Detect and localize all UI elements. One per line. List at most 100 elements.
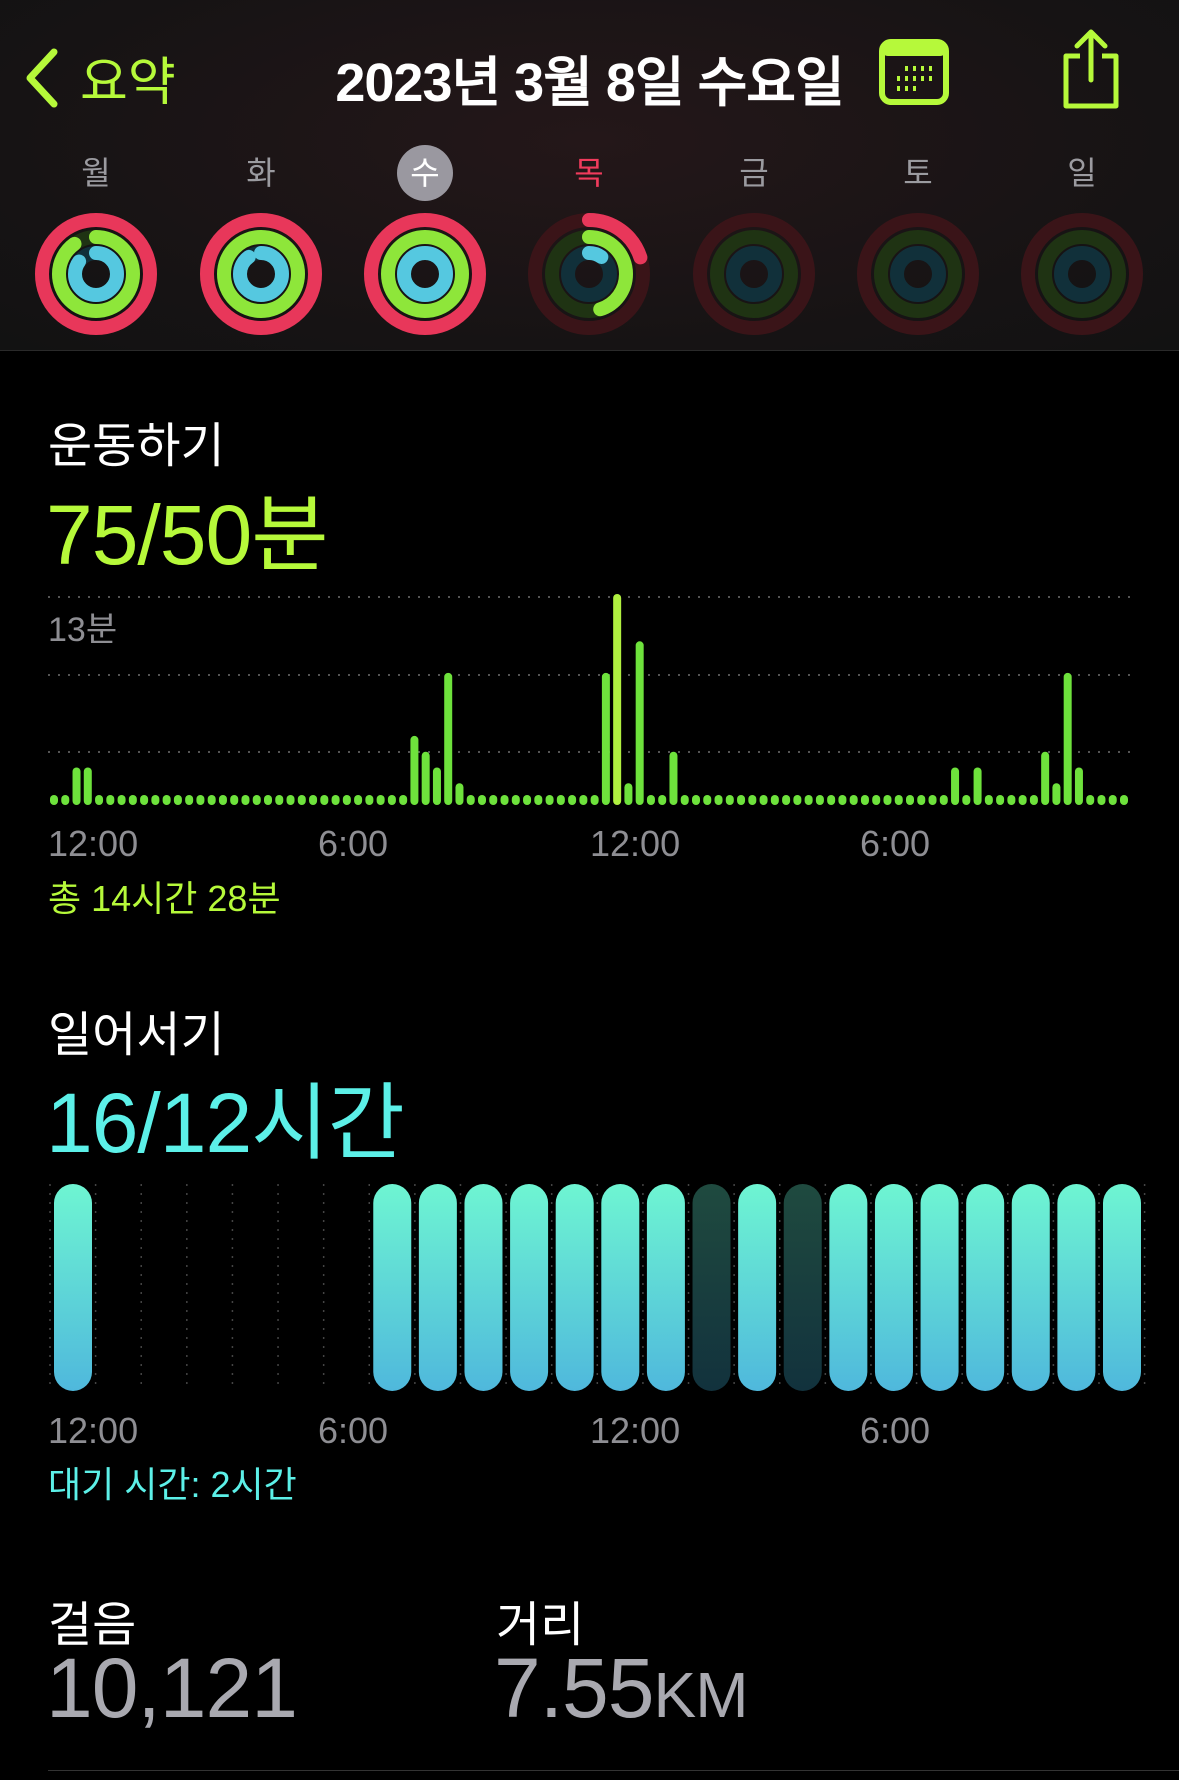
day-label[interactable]: 월 [81, 155, 111, 191]
stand-bar-stood [54, 1184, 92, 1391]
exercise-bar [894, 795, 903, 805]
exercise-bar [1052, 783, 1061, 805]
stand-bar-stood [464, 1184, 503, 1391]
exercise-bar [849, 795, 858, 805]
exercise-bar [275, 795, 284, 805]
exercise-bar [241, 795, 250, 805]
exercise-bar [759, 795, 768, 805]
exercise-bar [996, 795, 1005, 805]
share-button[interactable] [1058, 28, 1124, 117]
exercise-bar [151, 795, 160, 805]
exercise-bar [534, 795, 543, 805]
move-ring [200, 213, 322, 335]
stand-bar-stood [920, 1184, 959, 1391]
exercise-bar [928, 795, 937, 805]
exercise-bar [399, 795, 408, 805]
exercise-bar [804, 795, 813, 805]
stand-chart [49, 1184, 1146, 1391]
day-label[interactable]: 목 [574, 155, 604, 191]
ring-track [726, 246, 782, 302]
calendar-icon [879, 39, 949, 105]
exercise-bar [973, 767, 982, 805]
stand-bar-inactive [783, 1184, 822, 1391]
exercise-bar [196, 795, 205, 805]
exercise-bar [342, 795, 351, 805]
stand-bar-stood [373, 1184, 412, 1391]
move-ring [35, 213, 157, 335]
move-ring [528, 213, 650, 335]
exercise-bar [297, 795, 306, 805]
activity-rings[interactable] [199, 212, 323, 336]
activity-rings[interactable] [527, 212, 651, 336]
calendar-button[interactable] [878, 38, 950, 111]
exercise-chart [48, 594, 1130, 805]
exercise-bar [962, 795, 971, 805]
stand-ring [233, 246, 289, 302]
activity-rings[interactable] [363, 212, 487, 336]
exercise-bar [590, 795, 599, 805]
stand-bar-stood [601, 1184, 640, 1391]
stand-bar-stood [646, 1184, 685, 1391]
steps-label: 걸음 [48, 1599, 137, 1652]
ring-track [890, 246, 946, 302]
exercise-bar [95, 795, 104, 805]
stand-bar-stood [555, 1184, 594, 1391]
exercise-bar [872, 795, 881, 805]
exercise-bar [511, 795, 520, 805]
ring-track [693, 213, 815, 335]
exercise-bar [478, 795, 486, 805]
ring-track [857, 213, 979, 335]
activity-rings[interactable] [34, 212, 158, 336]
activity-rings[interactable] [692, 212, 816, 336]
back-button[interactable]: 요약 [22, 40, 176, 115]
activity-rings[interactable] [856, 212, 980, 336]
stand-bar-stood [1103, 1184, 1141, 1391]
exercise-bar [264, 795, 272, 805]
exercise-bar [185, 795, 194, 805]
exercise-bar [556, 795, 565, 805]
exercise-title: 운동하기 [48, 420, 225, 473]
exercise-bar [860, 795, 869, 805]
exercise-bar [117, 795, 126, 805]
stand-ring [397, 246, 453, 302]
activity-rings[interactable] [1020, 212, 1144, 336]
exercise-bar [1097, 795, 1106, 805]
page-title: 2023년 3월 8일 수요일 [335, 53, 844, 113]
ring-track [1054, 246, 1110, 302]
exercise-bar [725, 795, 734, 805]
exercise-bar [680, 795, 689, 805]
exercise-bar [568, 795, 577, 805]
exercise-bar [613, 594, 622, 805]
move-ring [364, 213, 486, 335]
ring-track [710, 230, 798, 318]
exercise-bar [646, 795, 655, 805]
exercise-bar [230, 795, 239, 805]
day-label[interactable]: 수 [397, 145, 453, 201]
x-tick-label: 12:00 [48, 1410, 139, 1451]
x-tick-label: 6:00 [860, 1410, 931, 1451]
day-label[interactable]: 토 [903, 155, 933, 191]
exercise-bar [1029, 795, 1038, 805]
exercise-bar [737, 795, 746, 805]
exercise-bar [1018, 795, 1027, 805]
day-label[interactable]: 일 [1067, 155, 1097, 191]
exercise-bar [128, 795, 137, 805]
stand-bar-stood [1057, 1184, 1096, 1391]
exercise-bar [218, 795, 227, 805]
exercise-bar [72, 767, 81, 805]
exercise-bar [939, 795, 948, 805]
exercise-bar [624, 783, 633, 805]
exercise-bar [917, 795, 926, 805]
exercise-bar [523, 795, 532, 805]
exercise-bar [1086, 795, 1095, 805]
chevron-left-icon [26, 48, 58, 107]
exercise-bar [545, 795, 554, 805]
exercise-bar [309, 795, 318, 805]
exercise-bar [601, 672, 610, 805]
exercise-bar [140, 795, 149, 805]
exercise-bar [984, 795, 993, 805]
exercise-bar [669, 751, 678, 805]
day-label[interactable]: 금 [739, 155, 769, 191]
exercise-bar [286, 795, 295, 805]
day-label[interactable]: 화 [246, 155, 276, 191]
